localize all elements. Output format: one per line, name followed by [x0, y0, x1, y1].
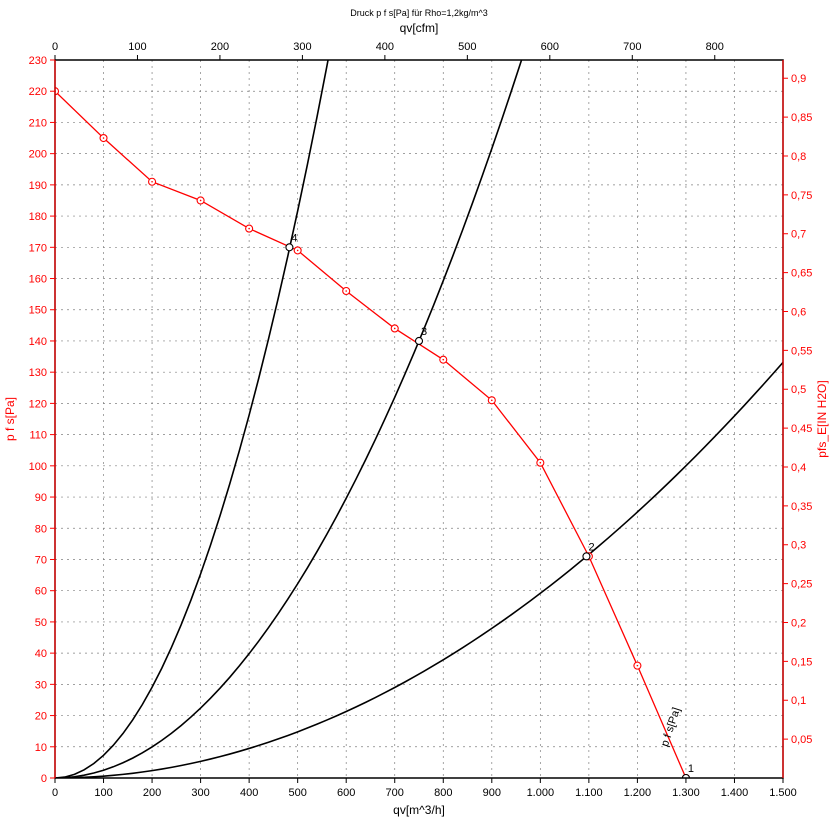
x-bottom-tick-label: 200 — [143, 787, 161, 799]
x-bottom-tick-label: 1.100 — [575, 787, 603, 799]
y-right-tick-label: 0,4 — [791, 462, 806, 474]
y-right-axis-label: pfs_E[IN H2O] — [815, 380, 829, 457]
x-bottom-axis-label: qv[m^3/h] — [393, 803, 445, 817]
y-right-tick-label: 0,6 — [791, 306, 806, 318]
y-left-tick-label: 40 — [35, 648, 47, 660]
x-bottom-tick-label: 700 — [386, 787, 404, 799]
x-bottom-tick-label: 1.000 — [527, 787, 555, 799]
y-right-tick-label: 0,15 — [791, 656, 812, 668]
x-bottom-tick-label: 900 — [483, 787, 501, 799]
y-right-tick-label: 0,3 — [791, 540, 806, 552]
y-right-tick-label: 0,85 — [791, 112, 812, 124]
x-top-tick-label: 700 — [623, 41, 641, 53]
y-left-tick-label: 70 — [35, 554, 47, 566]
y-right-tick-label: 0,2 — [791, 617, 806, 629]
y-left-tick-label: 90 — [35, 492, 47, 504]
y-left-tick-label: 160 — [29, 274, 47, 286]
y-left-tick-label: 30 — [35, 679, 47, 691]
y-right-tick-label: 0,35 — [791, 501, 812, 513]
chart-svg: 432101002003004005006007008009001.0001.1… — [0, 0, 838, 838]
x-bottom-tick-label: 0 — [52, 787, 58, 799]
y-right-tick-label: 0,5 — [791, 384, 806, 396]
y-left-tick-label: 50 — [35, 617, 47, 629]
chart-title: Druck p f s[Pa] für Rho=1,2kg/m^3 — [350, 8, 488, 18]
x-top-tick-label: 100 — [128, 41, 146, 53]
intersection-label: 2 — [588, 541, 594, 553]
y-left-tick-label: 150 — [29, 305, 47, 317]
y-right-tick-label: 0,1 — [791, 695, 806, 707]
y-right-tick-label: 0,8 — [791, 151, 806, 163]
y-right-tick-label: 0,05 — [791, 734, 812, 746]
x-bottom-tick-label: 400 — [240, 787, 258, 799]
x-bottom-tick-label: 1.300 — [672, 787, 700, 799]
y-left-tick-label: 0 — [41, 773, 47, 785]
x-top-axis-label: qv[cfm] — [400, 21, 439, 35]
y-left-tick-label: 140 — [29, 336, 47, 348]
y-left-tick-label: 20 — [35, 711, 47, 723]
intersection-label: 3 — [421, 326, 427, 338]
y-right-tick-label: 0,45 — [791, 423, 812, 435]
x-top-tick-label: 800 — [706, 41, 724, 53]
y-left-tick-label: 210 — [29, 117, 47, 129]
pressure-flow-chart: 432101002003004005006007008009001.0001.1… — [0, 0, 838, 838]
x-bottom-tick-label: 800 — [434, 787, 452, 799]
x-top-tick-label: 300 — [293, 41, 311, 53]
x-bottom-tick-label: 500 — [288, 787, 306, 799]
y-right-tick-label: 0,9 — [791, 73, 806, 85]
y-left-tick-label: 220 — [29, 86, 47, 98]
x-bottom-tick-label: 1.400 — [721, 787, 749, 799]
y-left-tick-label: 180 — [29, 211, 47, 223]
y-left-tick-label: 60 — [35, 586, 47, 598]
y-left-tick-label: 120 — [29, 398, 47, 410]
y-right-tick-label: 0,25 — [791, 579, 812, 591]
x-bottom-tick-label: 300 — [191, 787, 209, 799]
x-bottom-tick-label: 1.500 — [769, 787, 797, 799]
x-bottom-tick-label: 1.200 — [624, 787, 652, 799]
x-top-tick-label: 200 — [211, 41, 229, 53]
intersection-label: 4 — [291, 232, 297, 244]
y-left-tick-label: 80 — [35, 523, 47, 535]
y-left-axis-label: p f s[Pa] — [3, 397, 17, 441]
y-right-tick-label: 0,7 — [791, 229, 806, 241]
y-right-tick-label: 0,55 — [791, 345, 812, 357]
x-top-tick-label: 500 — [458, 41, 476, 53]
y-left-tick-label: 10 — [35, 742, 47, 754]
y-left-tick-label: 100 — [29, 461, 47, 473]
y-left-tick-label: 170 — [29, 242, 47, 254]
y-left-tick-label: 110 — [29, 430, 47, 442]
x-bottom-tick-label: 100 — [94, 787, 112, 799]
x-top-tick-label: 400 — [376, 41, 394, 53]
x-top-tick-label: 0 — [52, 41, 58, 53]
y-right-tick-label: 0,75 — [791, 190, 812, 202]
y-left-tick-label: 190 — [29, 180, 47, 192]
x-top-tick-label: 600 — [541, 41, 559, 53]
y-left-tick-label: 230 — [29, 55, 47, 67]
y-right-tick-label: 0,65 — [791, 268, 812, 280]
intersection-label: 1 — [688, 763, 694, 775]
y-left-tick-label: 130 — [29, 367, 47, 379]
x-bottom-tick-label: 600 — [337, 787, 355, 799]
y-left-tick-label: 200 — [29, 149, 47, 161]
